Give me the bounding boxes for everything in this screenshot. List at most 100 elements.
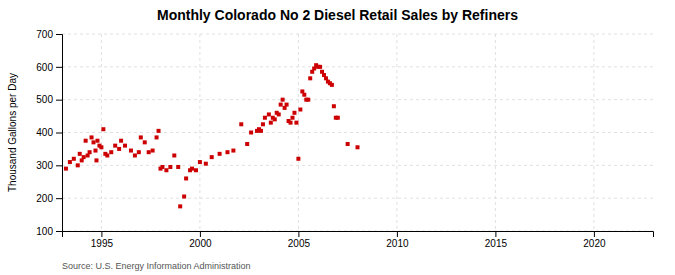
point [298, 108, 302, 112]
tick: 2015 [485, 231, 508, 249]
tick-label: 2000 [189, 238, 212, 249]
point [308, 76, 312, 80]
point [119, 139, 123, 143]
tick: 2005 [288, 231, 311, 249]
point [123, 144, 127, 148]
axis-line [56, 35, 63, 232]
grid-line [396, 34, 397, 231]
tick: 500 [36, 94, 62, 105]
point [101, 127, 105, 131]
point [292, 111, 296, 115]
tick-label: 500 [36, 94, 53, 105]
tick-label: 2020 [583, 238, 606, 249]
point [94, 158, 98, 162]
grid-line [62, 198, 653, 199]
points [64, 63, 360, 208]
tick-label: 2015 [485, 238, 508, 249]
point [273, 117, 277, 121]
point [168, 165, 172, 169]
plot: 1995200020052010201520201002003004005006… [36, 29, 653, 249]
point [302, 93, 306, 97]
x-axis: 1995 2000 2005 2010 2015 2020 [63, 231, 654, 249]
y-axis-title: Thousand Gallons per Day [7, 73, 18, 192]
tick-mark [56, 198, 62, 199]
tick: 1995 [91, 231, 114, 249]
point [99, 145, 103, 149]
point [64, 167, 68, 171]
point [84, 139, 88, 143]
point [290, 116, 294, 120]
point [332, 104, 336, 108]
grid-line [62, 132, 653, 133]
point [336, 116, 340, 120]
point [72, 157, 76, 161]
point [294, 121, 298, 125]
grid-line [62, 99, 653, 100]
point [184, 176, 188, 180]
point [157, 129, 161, 133]
grid-line [101, 34, 102, 231]
point [143, 140, 147, 144]
point [147, 150, 151, 154]
tick-mark [594, 231, 595, 237]
point [105, 153, 109, 157]
point [263, 116, 267, 120]
point [90, 135, 94, 139]
tick: 2000 [189, 231, 212, 249]
point [261, 122, 265, 126]
point [137, 150, 141, 154]
point [182, 195, 186, 199]
point [92, 140, 96, 144]
point [68, 160, 72, 164]
tick-label: 200 [36, 193, 53, 204]
axis-line [63, 232, 654, 238]
tick: 2010 [386, 231, 409, 249]
tick: 400 [36, 127, 62, 138]
point [151, 149, 155, 153]
tick-label: 1995 [91, 238, 114, 249]
point [129, 149, 133, 153]
point [249, 131, 253, 135]
point [204, 162, 208, 166]
point [269, 121, 273, 125]
grid [62, 34, 653, 231]
y-axis: 100200300400500600700 [36, 29, 62, 237]
point [82, 155, 86, 159]
point [210, 155, 214, 159]
tick: 300 [36, 160, 62, 171]
tick-label: 2005 [288, 238, 311, 249]
point [356, 145, 360, 149]
title: Monthly Colorado No 2 Diesel Retail Sale… [157, 7, 518, 23]
tick-mark [56, 165, 62, 166]
tick-label: 600 [36, 62, 53, 73]
point [267, 112, 271, 116]
tick-mark [56, 67, 62, 68]
point [117, 147, 121, 151]
tick-mark [298, 231, 299, 237]
point [76, 163, 80, 167]
tick-mark [397, 231, 398, 237]
tick-label: 400 [36, 127, 53, 138]
point [155, 135, 159, 139]
point [178, 204, 182, 208]
point [139, 135, 143, 139]
point [93, 149, 97, 153]
point [346, 142, 350, 146]
point [318, 65, 322, 69]
tick-mark [56, 231, 62, 232]
point [198, 160, 202, 164]
tick-label: 2010 [386, 238, 409, 249]
source: Source: U.S. Energy Information Administ… [62, 261, 251, 271]
tick-mark [56, 100, 62, 101]
point [95, 139, 99, 143]
point [88, 150, 92, 154]
tick-mark [101, 231, 102, 237]
grid-line [62, 34, 653, 35]
point [296, 157, 300, 161]
point [289, 121, 293, 125]
point [259, 129, 263, 133]
point [113, 144, 117, 148]
point [245, 142, 249, 146]
tick-label: 300 [36, 160, 53, 171]
tick: 2020 [583, 231, 606, 249]
